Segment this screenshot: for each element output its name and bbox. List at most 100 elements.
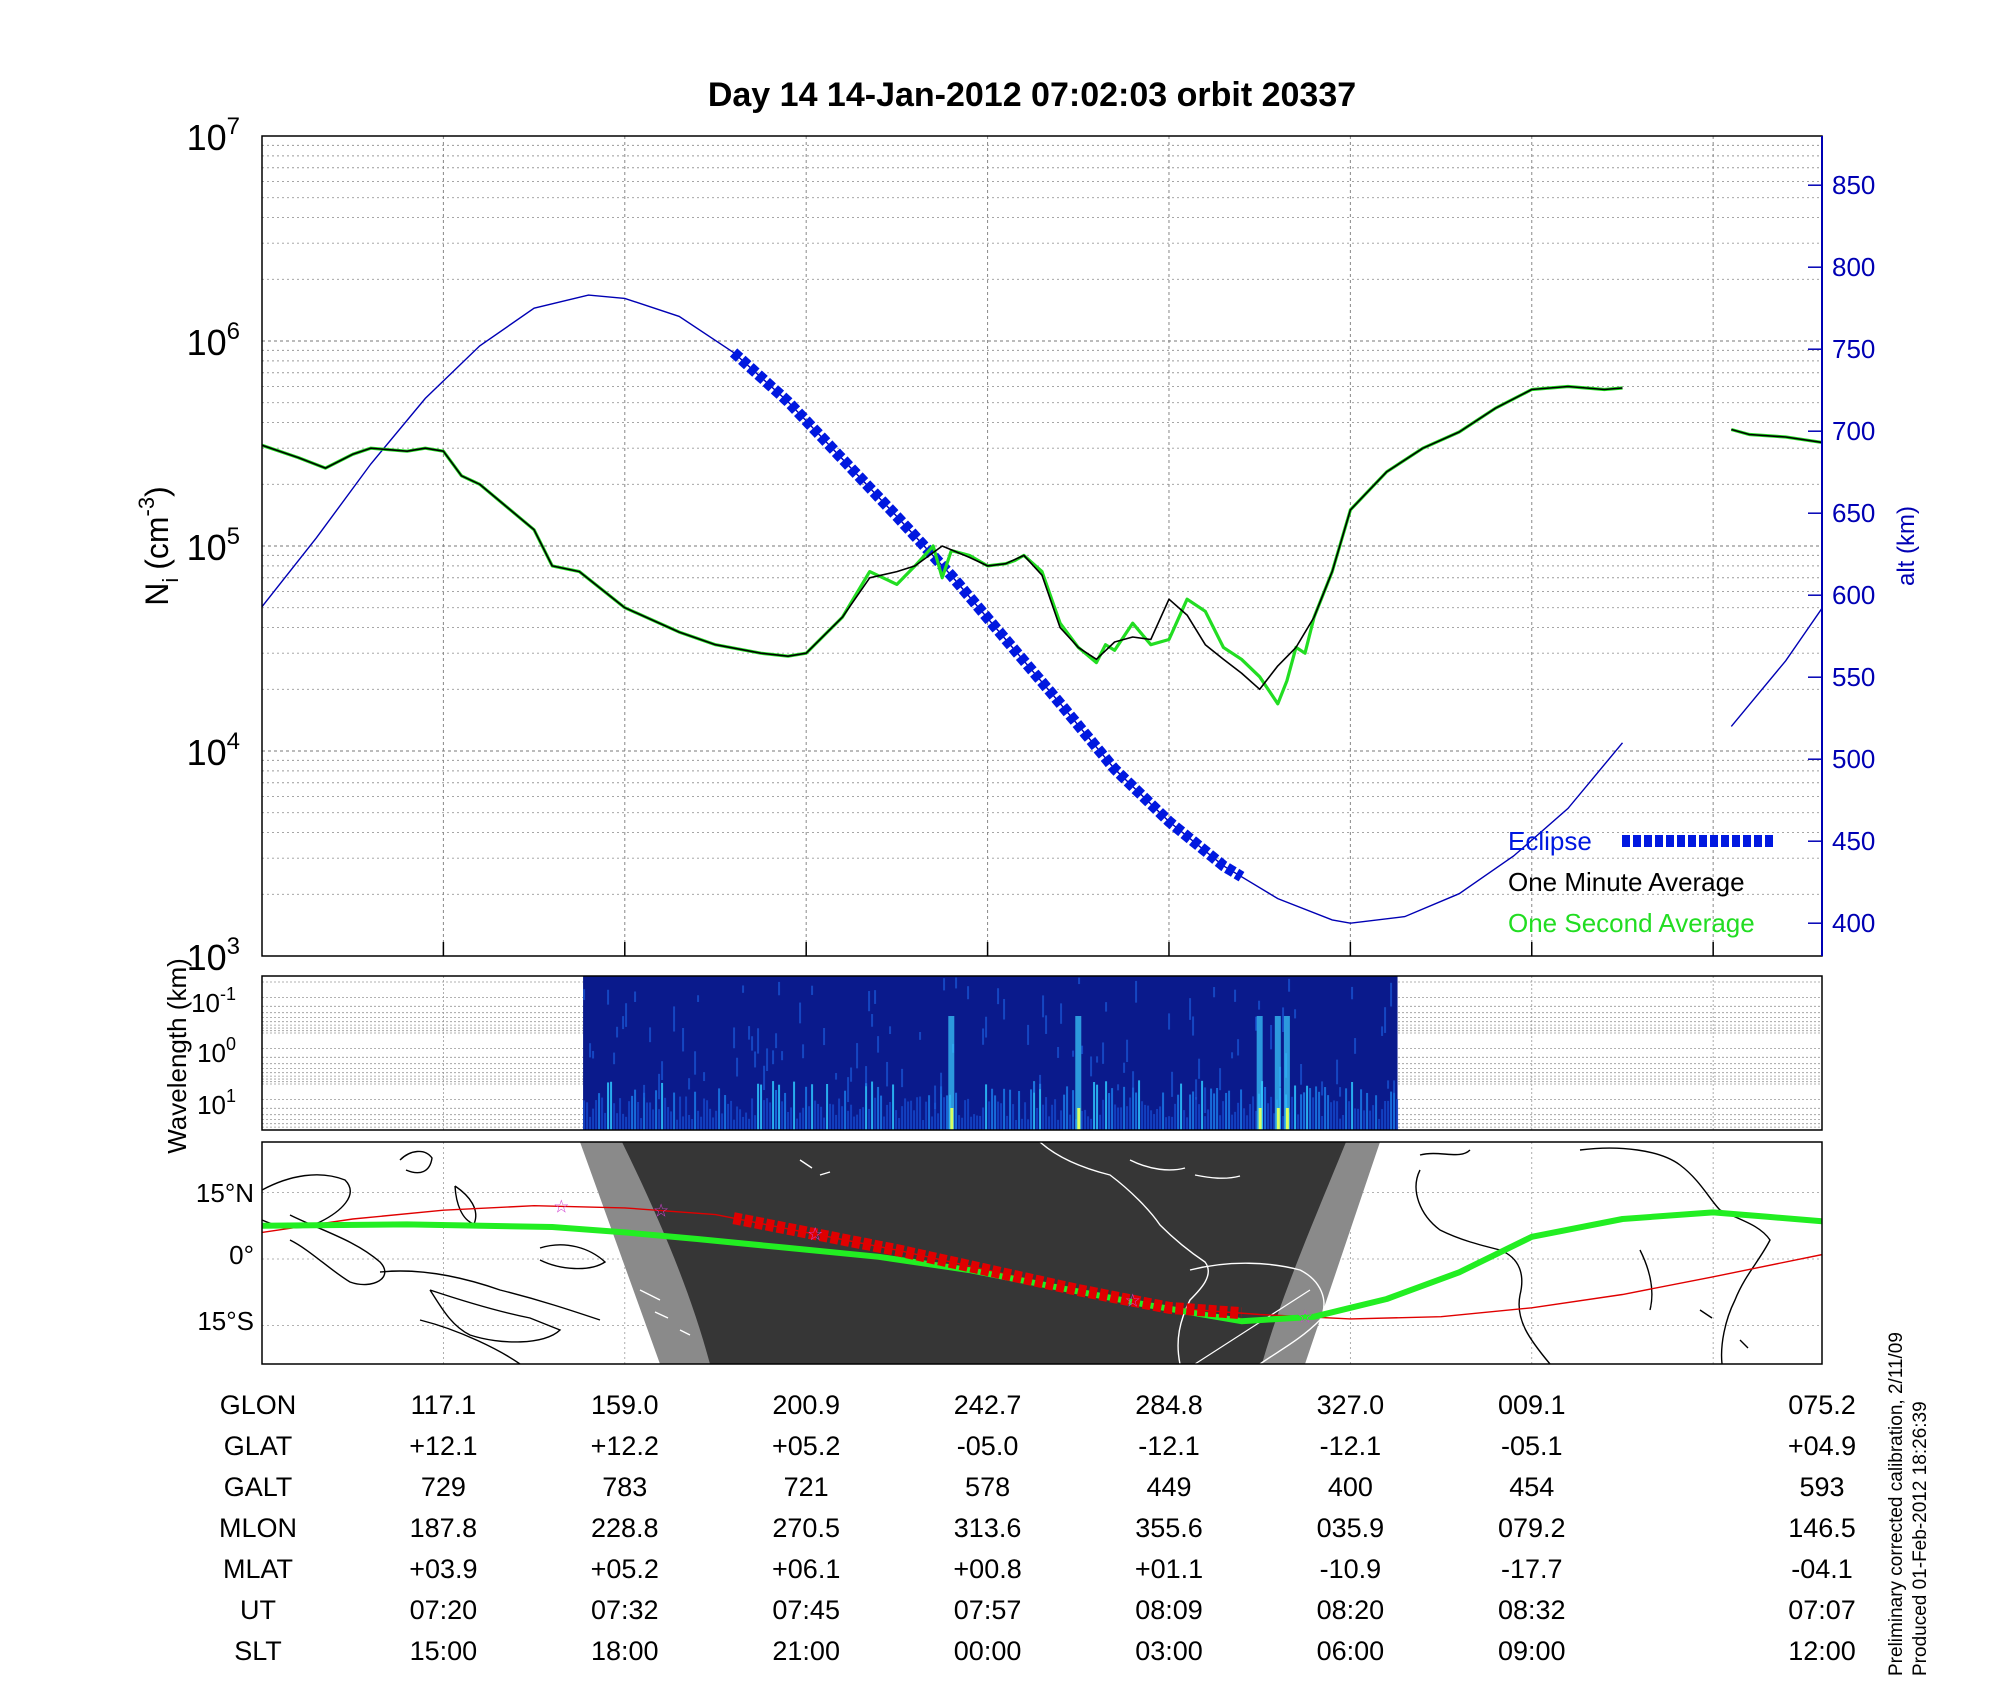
map-panel: ☆ ☆ ☆ ☆ ☆ 15°N 0° 15°S <box>196 1141 1823 1365</box>
density-tick-label: 107 <box>187 113 240 158</box>
spectrogram-fleck <box>1195 1079 1198 1100</box>
altitude-tick-label: 600 <box>1832 580 1875 610</box>
spectrogram-bright-band <box>1256 1016 1263 1130</box>
tick-base: 10 <box>197 1038 226 1068</box>
spectrogram-streak <box>1387 1100 1390 1130</box>
spectrogram-streak <box>763 1100 766 1130</box>
ephemeris-table: GLON GLAT GALT MLON MLAT UT SLT 117.1 +12.1 729 18… <box>219 1390 1856 1666</box>
spectrogram-fleck <box>613 1052 616 1065</box>
spectrogram-streak <box>1165 1117 1168 1130</box>
spectrogram-fleck <box>1294 1009 1297 1019</box>
spectrogram-streak <box>778 1084 781 1130</box>
table-cell: 159.0 <box>591 1390 659 1420</box>
spectrogram-fleck <box>1117 1084 1120 1091</box>
spectrogram-streak <box>1351 1081 1354 1130</box>
table-cell: 228.8 <box>591 1513 659 1543</box>
spectrogram-streak <box>1312 1097 1315 1130</box>
spectrogram-fleck <box>874 990 877 1004</box>
altitude-tick-label: 550 <box>1832 662 1875 692</box>
spectrogram-streak <box>844 1090 847 1130</box>
table-cell: -10.9 <box>1320 1554 1382 1584</box>
one-minute-line <box>261 385 1623 691</box>
spectrogram-streak <box>1357 1108 1360 1130</box>
spectrogram-streak <box>610 1081 613 1130</box>
spectrogram-streak <box>1087 1116 1090 1130</box>
spectrogram-fleck <box>1384 1007 1387 1033</box>
tick-exp: 5 <box>227 523 240 550</box>
spectrogram-streak <box>595 1100 598 1130</box>
table-cell: 593 <box>1799 1472 1844 1502</box>
spectrogram-streak <box>850 1104 853 1130</box>
spectrogram-fleck <box>1258 1000 1261 1010</box>
table-row-label: SLT <box>234 1636 282 1666</box>
spectrogram-fleck <box>682 1028 685 1052</box>
table-row-label: UT <box>240 1595 276 1625</box>
table-cell: 578 <box>965 1472 1010 1502</box>
spectrogram-streak <box>1366 1092 1369 1130</box>
altitude-tick-label: 750 <box>1832 334 1875 364</box>
altitude-tick-label: 450 <box>1832 826 1875 856</box>
spectrogram-fleck <box>982 1028 985 1045</box>
spectrogram-fleck <box>1300 1064 1303 1085</box>
spectrogram-fleck <box>742 985 745 993</box>
spectrogram-streak <box>715 1110 718 1130</box>
spectrogram-streak <box>820 1106 823 1130</box>
spectrogram-streak <box>601 1097 604 1130</box>
table-cell: 400 <box>1328 1472 1373 1502</box>
spectrogram-streak <box>790 1107 793 1130</box>
spectrogram-streak <box>1318 1091 1321 1130</box>
spectrogram-streak <box>787 1111 790 1130</box>
spectrogram-streak <box>1243 1108 1246 1130</box>
spectrogram-fleck <box>1090 1056 1093 1077</box>
footer-calibration: Preliminary corrected calibration, 2/11/… <box>1886 1332 1907 1676</box>
spectrogram-streak <box>1252 1096 1255 1130</box>
table-cell: +00.8 <box>953 1554 1021 1584</box>
spectrogram-streak <box>880 1095 883 1130</box>
spectrogram-peak <box>1276 1108 1280 1130</box>
table-cell: 117.1 <box>411 1390 477 1420</box>
spectrogram-fleck <box>1354 1038 1357 1054</box>
spectrogram-streak <box>919 1096 922 1130</box>
ylabel-close: ) <box>139 486 175 497</box>
spectrogram-streak <box>1315 1086 1318 1130</box>
spectrogram-fleck <box>1042 995 1045 1018</box>
spectrogram-peak <box>1285 1108 1289 1130</box>
spectrogram-streak <box>1012 1104 1015 1130</box>
one-minute-line-tail <box>1731 428 1823 444</box>
spectrogram-fleck <box>649 1027 652 1043</box>
table-cell: 242.7 <box>954 1390 1022 1420</box>
density-series-group <box>261 384 1823 706</box>
spectrogram-fleck <box>697 995 700 1002</box>
spectrogram-frame <box>261 975 1823 1131</box>
spectrogram-streak <box>925 1101 928 1130</box>
spectrogram-streak <box>709 1108 712 1130</box>
spectrogram-streak <box>1270 1096 1273 1130</box>
spectrogram-fleck <box>1078 977 1081 985</box>
spectrogram-fleck <box>643 1084 646 1098</box>
spectrogram-streak <box>1123 1086 1126 1130</box>
spectrogram-tick-label: 101 <box>197 1086 236 1120</box>
ylabel-n: N <box>139 583 175 606</box>
spectrogram-fleck <box>1096 1056 1099 1063</box>
spectrogram-streak <box>1024 1102 1027 1130</box>
spectrogram-fleck <box>889 1026 892 1035</box>
spectrogram-fleck <box>1135 980 1138 1003</box>
spectrogram-fleck <box>1039 1074 1042 1090</box>
map-frame <box>261 1141 1823 1365</box>
table-cell: 327.0 <box>1317 1390 1385 1420</box>
spectrogram-streak <box>1282 1116 1285 1130</box>
table-cell: 21:00 <box>772 1636 840 1666</box>
table-cell: 284.8 <box>1135 1390 1203 1420</box>
spectrogram-streak <box>1204 1116 1207 1130</box>
spectrogram-streak <box>1129 1097 1132 1130</box>
spectrogram-streak <box>658 1109 661 1130</box>
spectrogram-fleck <box>1213 987 1216 998</box>
spectrogram-fleck <box>865 1066 868 1087</box>
table-cell: 08:32 <box>1498 1595 1566 1625</box>
table-cell: 449 <box>1146 1472 1191 1502</box>
altitude-tick-label: 650 <box>1832 498 1875 528</box>
spectrogram-fleck <box>802 1044 805 1059</box>
altitude-line-segment <box>1730 607 1823 727</box>
spectrogram-streak <box>1240 1089 1243 1130</box>
spectrogram-streak <box>586 1102 589 1130</box>
